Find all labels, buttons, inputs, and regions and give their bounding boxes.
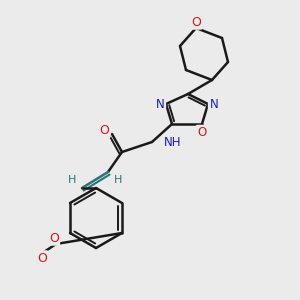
- Text: NH: NH: [164, 136, 182, 148]
- Text: O: O: [49, 232, 59, 244]
- Text: H: H: [68, 175, 76, 185]
- Text: H: H: [114, 175, 122, 185]
- Text: N: N: [156, 98, 164, 110]
- Text: O: O: [37, 251, 47, 265]
- Text: O: O: [197, 127, 207, 140]
- Text: O: O: [191, 16, 201, 28]
- Text: O: O: [191, 16, 201, 28]
- Text: N: N: [210, 98, 218, 110]
- Text: O: O: [99, 124, 109, 136]
